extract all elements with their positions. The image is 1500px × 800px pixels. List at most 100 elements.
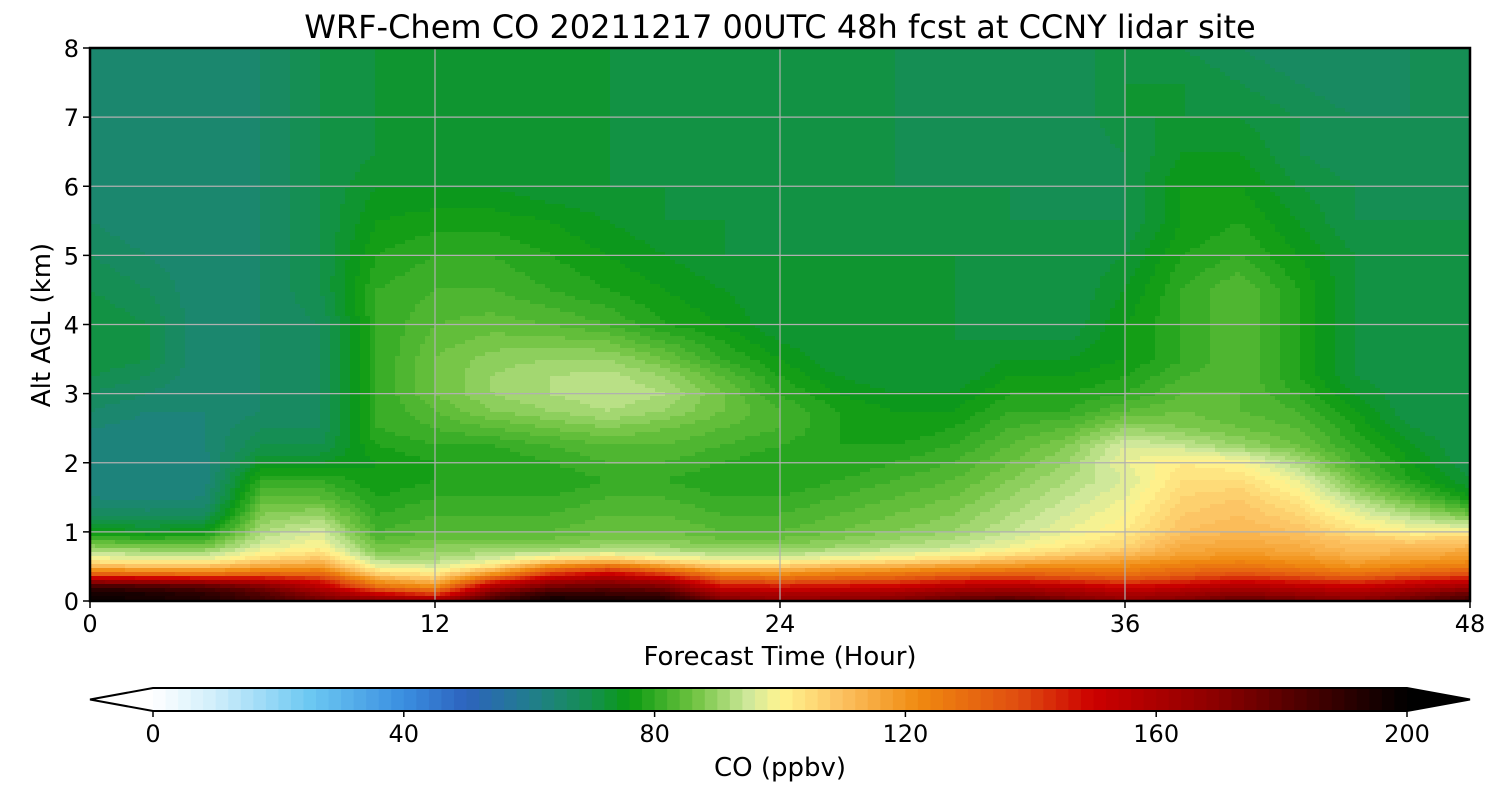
- heatmap-cell: [735, 60, 741, 65]
- heatmap-cell: [175, 52, 181, 57]
- heatmap-cell: [695, 52, 701, 57]
- heatmap-cell: [360, 56, 366, 61]
- heatmap-cell: [255, 52, 261, 57]
- heatmap-cell: [470, 52, 476, 57]
- heatmap-cell: [1075, 56, 1081, 61]
- heatmap-cell: [1100, 68, 1106, 73]
- heatmap-cell: [1045, 88, 1051, 93]
- heatmap-cell: [270, 92, 276, 97]
- heatmap-cell: [650, 52, 656, 57]
- heatmap-cell: [1420, 52, 1426, 57]
- heatmap-cell: [295, 92, 301, 97]
- heatmap-cell: [690, 84, 696, 89]
- heatmap-cell: [840, 56, 846, 61]
- heatmap-cell: [645, 64, 651, 69]
- heatmap-cell: [205, 84, 211, 89]
- heatmap-cell: [810, 88, 816, 93]
- heatmap-cell: [1175, 56, 1181, 61]
- heatmap-cell: [295, 84, 301, 89]
- heatmap-cell: [1080, 60, 1086, 65]
- heatmap-cell: [625, 96, 631, 101]
- heatmap-cell: [1285, 92, 1291, 97]
- heatmap-cell: [180, 80, 186, 85]
- heatmap-cell: [945, 80, 951, 85]
- heatmap-cell: [170, 72, 176, 77]
- heatmap-cell: [1275, 52, 1281, 57]
- heatmap-cell: [340, 80, 346, 85]
- heatmap-cell: [950, 80, 956, 85]
- heatmap-cell: [350, 96, 356, 101]
- heatmap-cell: [680, 56, 686, 61]
- heatmap-cell: [980, 76, 986, 81]
- heatmap-cell: [1275, 92, 1281, 97]
- heatmap-cell: [225, 64, 231, 69]
- heatmap-cell: [210, 52, 216, 57]
- heatmap-cell: [435, 64, 441, 69]
- heatmap-cell: [310, 76, 316, 81]
- heatmap-cell: [485, 84, 491, 89]
- heatmap-cell: [550, 92, 556, 97]
- heatmap-cell: [250, 56, 256, 61]
- heatmap-cell: [700, 76, 706, 81]
- heatmap-cell: [575, 96, 581, 101]
- heatmap-cell: [875, 56, 881, 61]
- heatmap-cell: [1235, 56, 1241, 61]
- heatmap-cell: [1035, 56, 1041, 61]
- heatmap-cell: [685, 76, 691, 81]
- heatmap-cell: [1000, 52, 1006, 57]
- heatmap-cell: [1055, 92, 1061, 97]
- heatmap-cell: [1055, 80, 1061, 85]
- heatmap-cell: [885, 52, 891, 57]
- heatmap-cell: [480, 56, 486, 61]
- heatmap-cell: [810, 84, 816, 89]
- heatmap-cell: [245, 72, 251, 77]
- heatmap-cell: [570, 96, 576, 101]
- heatmap-cell: [1375, 56, 1381, 61]
- heatmap-cell: [700, 68, 706, 73]
- heatmap-cell: [220, 60, 226, 65]
- heatmap-cell: [640, 68, 646, 73]
- heatmap-cell: [225, 56, 231, 61]
- heatmap-cell: [865, 88, 871, 93]
- heatmap-cell: [330, 72, 336, 77]
- heatmap-cell: [1440, 68, 1446, 73]
- heatmap-cell: [1330, 68, 1336, 73]
- heatmap-cell: [95, 92, 101, 97]
- heatmap-cell: [1155, 88, 1161, 93]
- heatmap-cell: [380, 60, 386, 65]
- heatmap-cell: [585, 80, 591, 85]
- heatmap-cell: [705, 72, 711, 77]
- heatmap-cell: [1305, 88, 1311, 93]
- heatmap-cell: [520, 88, 526, 93]
- heatmap-cell: [1320, 92, 1326, 97]
- heatmap-cell: [335, 64, 341, 69]
- heatmap-cell: [495, 72, 501, 77]
- heatmap-cell: [975, 76, 981, 81]
- heatmap-cell: [780, 92, 786, 97]
- heatmap-cell: [345, 64, 351, 69]
- heatmap-cell: [1365, 80, 1371, 85]
- heatmap-cell: [735, 92, 741, 97]
- heatmap-cell: [300, 64, 306, 69]
- heatmap-cell: [885, 68, 891, 73]
- heatmap-cell: [800, 76, 806, 81]
- heatmap-cell: [115, 92, 121, 97]
- heatmap-cell: [695, 64, 701, 69]
- heatmap-cell: [320, 96, 326, 101]
- heatmap-cell: [1235, 92, 1241, 97]
- heatmap-cell: [1060, 56, 1066, 61]
- heatmap-cell: [605, 88, 611, 93]
- heatmap-cell: [965, 72, 971, 77]
- heatmap-cell: [1110, 84, 1116, 89]
- heatmap-cell: [380, 88, 386, 93]
- heatmap-cell: [1115, 88, 1121, 93]
- heatmap-cell: [330, 68, 336, 73]
- heatmap-cell: [1215, 56, 1221, 61]
- heatmap-cell: [420, 92, 426, 97]
- heatmap-cell: [755, 56, 761, 61]
- heatmap-cell: [835, 80, 841, 85]
- heatmap-cell: [960, 76, 966, 81]
- heatmap-cell: [390, 60, 396, 65]
- heatmap-cell: [965, 92, 971, 97]
- heatmap-cell: [595, 56, 601, 61]
